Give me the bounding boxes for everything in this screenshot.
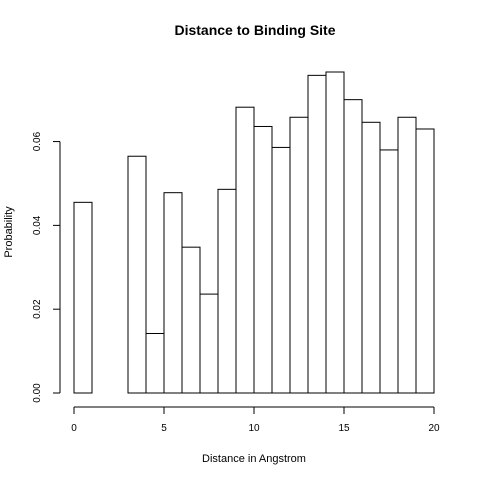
histogram-bar [217, 188, 237, 394]
histogram-bar [163, 192, 183, 394]
histogram-bar [361, 121, 381, 394]
x-tick-label: 10 [248, 423, 260, 434]
x-axis: 0 5 10 15 20 [71, 406, 440, 434]
histogram-bar [253, 125, 273, 394]
histogram-bar [235, 106, 255, 394]
y-tick-label: 0.04 [32, 215, 43, 235]
y-axis: 0.00 0.02 0.04 0.06 [32, 131, 61, 403]
x-tick-label: 0 [71, 423, 77, 434]
histogram-bar [73, 201, 93, 394]
y-tick-label: 0.00 [32, 383, 43, 403]
histogram-bar [343, 99, 363, 394]
histogram-bar [415, 128, 435, 394]
x-tick-label: 5 [161, 423, 167, 434]
histogram-bar [397, 116, 417, 394]
bars-group [73, 71, 435, 394]
x-tick-label: 15 [338, 423, 350, 434]
histogram-bar [307, 74, 327, 394]
histogram-bar [289, 116, 309, 394]
histogram-bar [199, 293, 219, 394]
y-tick-label: 0.06 [32, 131, 43, 151]
chart-title: Distance to Binding Site [174, 22, 335, 38]
histogram-bar [127, 155, 147, 394]
y-axis-label: Probability [3, 206, 15, 258]
histogram-bar [325, 71, 345, 394]
x-axis-label: Distance in Angstrom [202, 453, 306, 465]
histogram-bar [181, 246, 201, 394]
y-tick-label: 0.02 [32, 299, 43, 319]
histogram-bar [271, 146, 291, 394]
histogram-bar [145, 332, 165, 394]
x-tick-label: 20 [428, 423, 440, 434]
histogram-bar [379, 149, 399, 394]
